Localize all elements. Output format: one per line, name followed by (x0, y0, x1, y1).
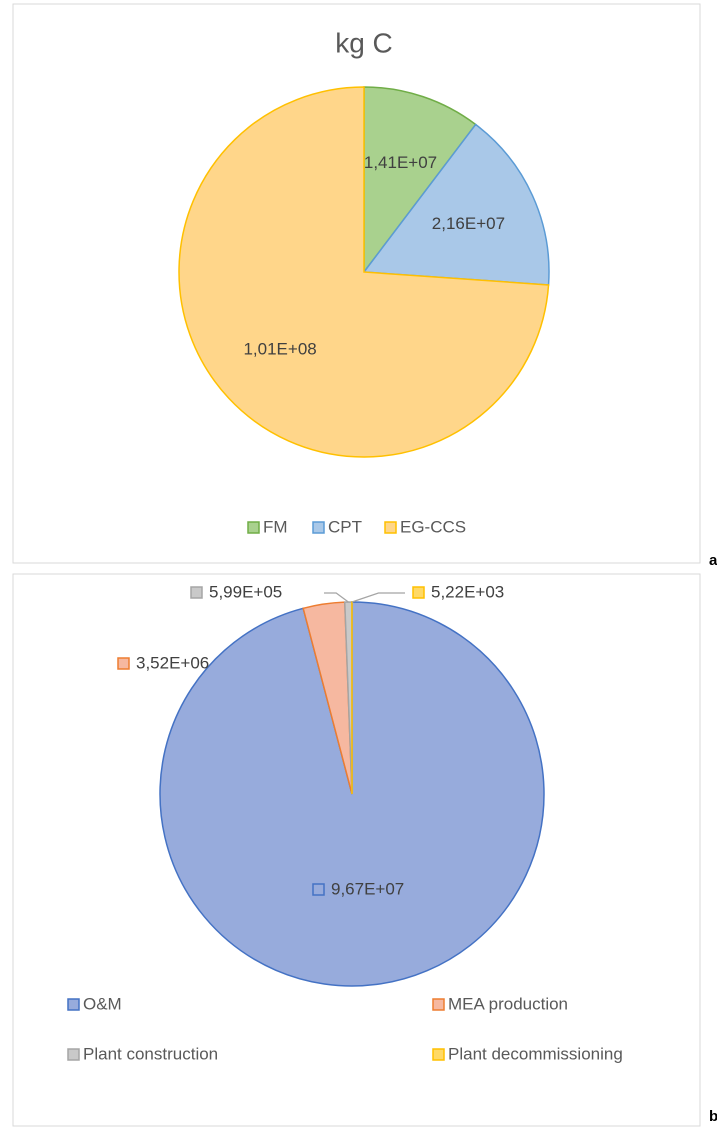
pie-slice (178, 86, 550, 458)
data-label: 9,67E+07 (331, 879, 404, 898)
data-label: 5,22E+03 (431, 582, 504, 601)
label-key (312, 883, 325, 896)
legend-key (384, 521, 397, 534)
label-key (412, 586, 425, 599)
legend-key (432, 998, 445, 1011)
legend-label: Plant decommissioning (448, 1044, 623, 1063)
data-label: 5,99E+05 (209, 582, 282, 601)
panel-label: a (709, 552, 717, 569)
legend-label: EG-CCS (400, 517, 466, 536)
pie-slice (363, 86, 477, 275)
legend-label: MEA production (448, 994, 568, 1013)
data-label: 2,16E+07 (432, 214, 505, 233)
data-label: 1,01E+08 (243, 340, 316, 359)
legend-label: FM (263, 517, 288, 536)
legend-key (67, 998, 80, 1011)
legend-label: Plant construction (83, 1044, 218, 1063)
chart-title: kg C (335, 27, 393, 58)
legend-label: O&M (83, 994, 122, 1013)
legend-key (432, 1048, 445, 1061)
label-key (117, 657, 130, 670)
label-key (190, 586, 203, 599)
leader-line (324, 592, 349, 603)
pie-slice (362, 123, 550, 286)
legend-label: CPT (328, 517, 362, 536)
leader-line (351, 592, 405, 603)
data-label: 3,52E+06 (136, 653, 209, 672)
data-label: 1,41E+07 (364, 153, 437, 172)
panel-label: b (709, 1108, 717, 1125)
legend-key (247, 521, 260, 534)
legend-key (67, 1048, 80, 1061)
legend-key (312, 521, 325, 534)
